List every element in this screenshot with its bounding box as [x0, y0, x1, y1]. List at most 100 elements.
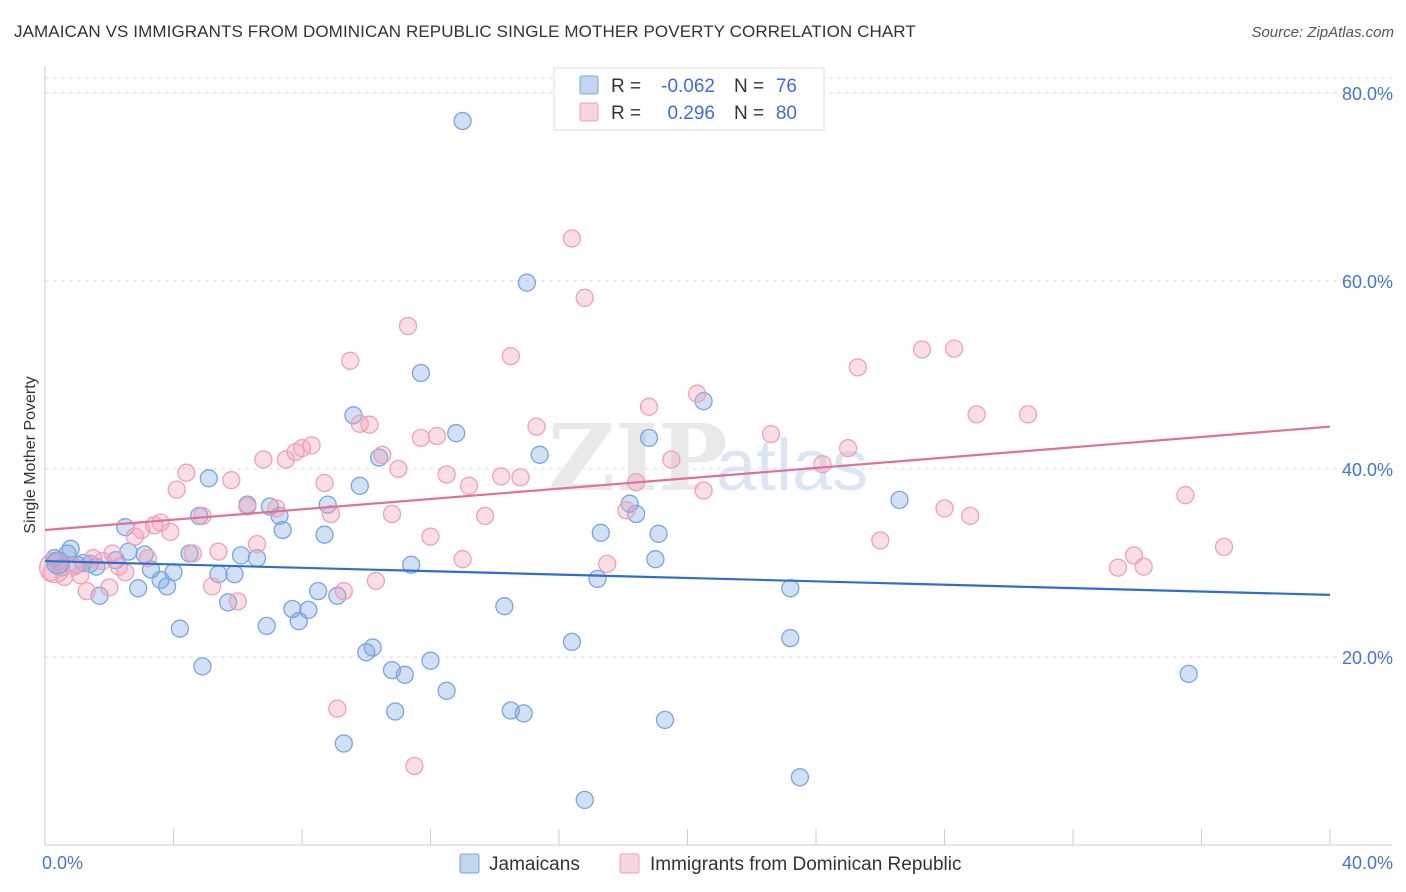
data-point	[360, 415, 379, 434]
data-point	[421, 527, 440, 546]
data-point	[350, 414, 369, 433]
data-point	[164, 563, 183, 582]
x-tick-label-max: 40.0%	[1342, 853, 1393, 873]
data-point	[639, 397, 659, 416]
stat-n-value-dominican: 80	[776, 103, 797, 124]
data-point	[967, 405, 986, 424]
chart-title: JAMAICAN VS IMMIGRANTS FROM DOMINICAN RE…	[14, 22, 916, 41]
data-point	[591, 523, 610, 542]
stat-r-value-jamaicans: -0.062	[661, 76, 715, 97]
tick-labels: 20.0% 40.0% 60.0% 80.0% 0.0% 40.0%	[42, 84, 1393, 873]
data-point	[475, 506, 495, 526]
data-point	[655, 710, 675, 730]
data-point	[71, 566, 90, 585]
data-point	[421, 651, 440, 670]
data-point	[61, 539, 80, 558]
data-point	[247, 534, 267, 554]
data-point	[77, 581, 96, 601]
data-point	[373, 445, 392, 464]
series-legend: Jamaicans Immigrants from Dominican Repu…	[459, 853, 962, 875]
stat-r-label-dominican: R =	[611, 103, 641, 124]
data-point	[453, 550, 472, 569]
data-point	[405, 756, 424, 776]
data-point	[1108, 558, 1128, 577]
data-point	[694, 481, 713, 500]
data-point	[125, 527, 145, 546]
data-point	[495, 597, 514, 616]
data-point	[639, 428, 659, 448]
data-point	[138, 549, 157, 568]
data-point	[366, 571, 386, 590]
gridlines	[45, 77, 1392, 658]
data-point	[411, 363, 431, 383]
legend-swatch-jamaicans	[459, 853, 480, 874]
trend-line-jamaicans	[44, 559, 1331, 596]
data-point	[649, 524, 668, 543]
watermark-zip: ZIP	[548, 404, 727, 512]
data-point	[961, 506, 980, 526]
data-point	[273, 520, 292, 540]
data-point	[530, 445, 549, 464]
data-point	[890, 490, 909, 510]
stat-swatch-jamaicans	[579, 75, 599, 95]
data-point	[1176, 486, 1195, 505]
stat-n-value-jamaicans: 76	[776, 76, 797, 97]
data-point	[341, 351, 360, 370]
x-tick-label-min: 0.0%	[42, 853, 83, 873]
data-point	[308, 581, 328, 601]
data-point	[626, 504, 646, 524]
data-point	[257, 616, 276, 636]
axes	[44, 66, 1392, 846]
data-point	[646, 550, 665, 569]
data-point	[276, 450, 296, 469]
data-point	[1179, 664, 1198, 684]
data-point	[781, 628, 800, 648]
data-point	[363, 638, 382, 657]
data-point	[781, 579, 800, 598]
legend-label-dominican: Immigrants from Dominican Republic	[650, 854, 962, 875]
stat-n-label-jamaicans: N =	[734, 76, 764, 97]
trend-line-dominican	[44, 425, 1331, 532]
data-point	[575, 790, 594, 810]
data-point	[170, 619, 190, 638]
data-point	[209, 542, 228, 561]
data-point	[328, 699, 347, 718]
stats-legend: R = -0.062 N = 76 R = 0.296 N = 80	[553, 67, 825, 131]
data-point	[411, 428, 431, 448]
data-point	[267, 499, 286, 518]
data-points	[38, 111, 1234, 810]
stat-n-label-dominican: N =	[734, 103, 764, 124]
data-point	[662, 450, 681, 469]
data-point	[694, 392, 713, 411]
stat-swatch-dominican	[579, 102, 599, 122]
data-point	[386, 702, 405, 721]
data-point	[199, 469, 218, 488]
trend-lines	[44, 425, 1331, 596]
data-point	[517, 273, 537, 292]
data-point	[935, 499, 954, 518]
data-point	[183, 544, 202, 563]
data-point	[588, 569, 607, 589]
series-dominican	[42, 229, 1234, 776]
data-point	[871, 531, 890, 550]
data-point	[617, 501, 636, 520]
data-point	[575, 288, 594, 307]
data-point	[93, 551, 112, 571]
data-point	[790, 768, 810, 787]
data-point	[218, 593, 238, 612]
data-point	[1214, 537, 1234, 557]
data-point	[193, 657, 212, 676]
data-point	[231, 546, 251, 565]
data-point	[437, 465, 456, 484]
data-point	[427, 426, 447, 446]
data-point	[761, 424, 781, 444]
data-point	[398, 316, 418, 336]
data-point	[501, 346, 520, 366]
data-point	[912, 340, 932, 359]
data-point	[225, 565, 244, 584]
data-point	[302, 436, 321, 455]
data-point	[228, 592, 247, 611]
data-point	[116, 563, 135, 582]
data-point	[437, 681, 456, 700]
data-point	[389, 459, 408, 479]
